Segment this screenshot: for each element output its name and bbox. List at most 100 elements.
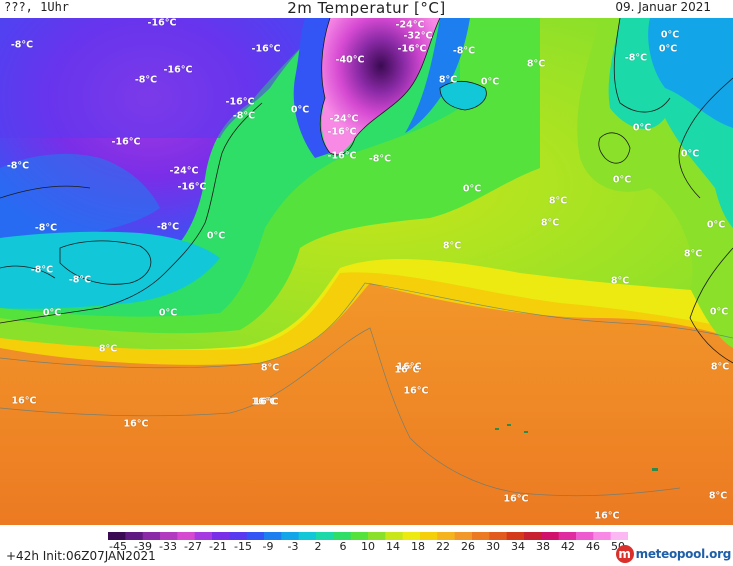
temperature-label: -8°C [134, 74, 158, 86]
temperature-labels: -16°C -8°C -16°C -16°C -8°C -16°C -16°C -8°C 0°C… [0, 18, 733, 525]
color-scale-tick-label: 18 [411, 540, 425, 553]
temperature-label: -16°C [177, 181, 207, 193]
color-scale-segment [229, 532, 248, 540]
temperature-label: -16°C [225, 96, 255, 108]
color-scale-segment [160, 532, 178, 540]
footer-bar: -45 -39 -33 -27 -21 -15 -9 -3 2 6 10 14 18 22 26 30 34 38… [0, 525, 733, 566]
temperature-label: -8°C [34, 222, 58, 234]
temperature-label: -8°C [10, 39, 34, 51]
color-scale-segment [298, 532, 317, 540]
temperature-label: -24°C [395, 19, 425, 31]
temperature-label: 0°C [680, 148, 700, 160]
greenland-zone [321, 18, 440, 155]
temperature-label: 0°C [158, 307, 178, 319]
color-scale-segment [246, 532, 265, 540]
color-scale-segment [108, 532, 126, 540]
temperature-label: 8°C [526, 58, 546, 70]
color-scale-segment [281, 532, 300, 540]
temperature-label: 0°C [290, 104, 310, 116]
temperature-label: 8°C [548, 195, 568, 207]
temperature-label: 0°C [612, 174, 632, 186]
color-scale-tick-label: 30 [486, 540, 500, 553]
color-scale-tick-label: 46 [586, 540, 600, 553]
color-scale-segment [368, 532, 386, 540]
temperature-label: 16°C [253, 396, 279, 408]
temperature-label: 16°C [503, 493, 529, 505]
color-scale-ticks: -45 -39 -33 -27 -21 -15 -9 -3 2 6 10 14 18 22 26 30 34 38… [108, 540, 628, 556]
temperature-label: -8°C [6, 160, 30, 172]
arctic-cold-zone [0, 18, 330, 138]
temperature-label: -16°C [251, 43, 281, 55]
color-scale-tick-label: 42 [561, 540, 575, 553]
temperature-map: -16°C -8°C -16°C -16°C -8°C -16°C -16°C -8°C 0°C… [0, 18, 733, 525]
color-scale-segment [142, 532, 161, 540]
forecast-date: 09. Januar 2021 [615, 0, 711, 14]
color-scale-segment [541, 532, 560, 540]
temperature-label: 0°C [660, 29, 680, 41]
color-scale-segment [558, 532, 577, 540]
temperature-label: 0°C [706, 219, 726, 231]
temperature-label: 0°C [480, 76, 500, 88]
color-scale-segment [610, 532, 628, 540]
color-scale-tick-label: -39 [134, 540, 152, 553]
temperature-label: 0°C [206, 230, 226, 242]
temperature-label: 8°C [260, 362, 280, 374]
temperature-label: -8°C [368, 153, 392, 165]
color-scale-segment [472, 532, 490, 540]
color-scale-segment [316, 532, 334, 540]
color-scale-segment [402, 532, 421, 540]
color-scale-segment [506, 532, 525, 540]
meteopool-brand[interactable]: m meteopool.org [615, 545, 732, 563]
forecast-time-label: ???, 1Uhr [4, 0, 70, 14]
cold-south-band [0, 153, 160, 250]
temperature-label: -8°C [156, 221, 180, 233]
color-scale-segment [333, 532, 352, 540]
color-scale-segment [593, 532, 612, 540]
color-scale-tick-label: -33 [159, 540, 177, 553]
temperature-label: 8°C [683, 248, 703, 260]
map-title: 2m Temperatur [°C] [287, 0, 446, 17]
temperature-label: 8°C [540, 217, 560, 229]
temperature-field [0, 18, 733, 525]
color-scale-segment [420, 532, 438, 540]
color-scale-tick-label: 6 [339, 540, 347, 553]
temperature-label: -8°C [624, 52, 648, 64]
isotherm-lines [0, 282, 733, 497]
color-scale-bar [108, 532, 628, 540]
coastlines [0, 18, 733, 364]
temperature-label: 8°C [98, 343, 118, 355]
temperature-label: 16°C [403, 385, 429, 397]
temperature-label: -16°C [327, 150, 357, 162]
temperature-label: -24°C [329, 113, 359, 125]
color-scale-segment [576, 532, 594, 540]
color-scale-segment [385, 532, 404, 540]
color-scale-segment [454, 532, 473, 540]
temperature-label: -8°C [68, 274, 92, 286]
temperature-label: 16°C [594, 510, 620, 522]
temperature-label: 16°C [11, 395, 37, 407]
color-scale-tick-label: 38 [536, 540, 550, 553]
color-scale-segment [194, 532, 213, 540]
color-scale-tick-label: 2 [314, 540, 322, 553]
temperature-label: -8°C [232, 110, 256, 122]
temperature-label: 0°C [709, 306, 729, 318]
temperature-label: 8°C [438, 74, 458, 86]
color-scale-segment [264, 532, 282, 540]
temperature-label: 16°C [123, 418, 149, 430]
temperature-label: -16°C [327, 126, 357, 138]
color-scale-tick-label: 34 [511, 540, 525, 553]
temperature-label: -16°C [111, 136, 141, 148]
color-scale-segment [437, 532, 456, 540]
temperature-label: 0°C [658, 43, 678, 55]
color-scale-tick-label: -15 [234, 540, 252, 553]
temperature-label: 16°C [251, 396, 277, 408]
brand-name: meteopool.org [635, 547, 732, 561]
color-scale-tick-label: 22 [436, 540, 450, 553]
color-scale-tick-label: -45 [109, 540, 127, 553]
greenland-west-coast [293, 18, 330, 158]
model-run-info: +42h Init:06Z07JAN2021 [6, 549, 156, 563]
color-scale-tick-label: 10 [361, 540, 375, 553]
atlantic-islands [495, 424, 658, 471]
color-scale-tick-label: -21 [209, 540, 227, 553]
color-scale-segment [489, 532, 508, 540]
